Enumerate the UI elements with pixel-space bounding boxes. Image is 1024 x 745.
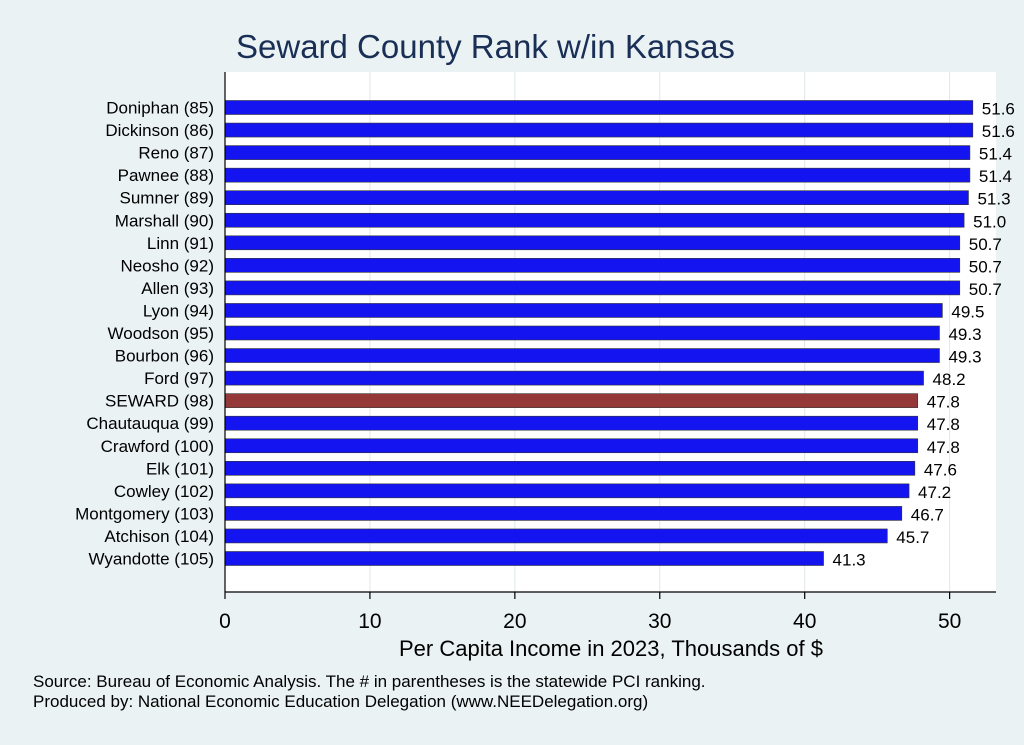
x-tick-label: 30 — [648, 610, 671, 633]
category-label: Crawford (100) — [101, 437, 214, 456]
category-label: SEWARD (98) — [105, 392, 214, 411]
bar — [224, 122, 974, 138]
category-label: Chautauqua (99) — [86, 414, 214, 433]
category-label: Bourbon (96) — [115, 347, 214, 366]
x-tick-label: 10 — [358, 610, 381, 633]
category-label: Dickinson (86) — [105, 121, 214, 140]
category-label: Reno (87) — [138, 144, 214, 163]
category-label: Sumner (89) — [120, 189, 214, 208]
value-label: 47.8 — [927, 415, 960, 434]
bar — [224, 100, 974, 115]
bar — [224, 280, 961, 296]
value-label: 51.4 — [979, 167, 1012, 186]
bar — [224, 506, 903, 521]
bar — [224, 167, 971, 183]
value-label: 51.0 — [973, 212, 1006, 231]
bar — [224, 303, 943, 318]
category-label: Atchison (104) — [104, 527, 214, 546]
x-tick-label: 40 — [793, 610, 816, 633]
value-label: 47.6 — [924, 460, 957, 479]
value-label: 51.3 — [977, 190, 1010, 209]
category-label: Ford (97) — [144, 369, 214, 388]
value-label: 49.5 — [951, 302, 984, 321]
x-axis-title: Per Capita Income in 2023, Thousands of … — [399, 636, 823, 661]
value-label: 41.3 — [833, 551, 866, 570]
bar — [224, 235, 961, 251]
value-label: 50.7 — [969, 280, 1002, 299]
value-label: 51.4 — [979, 145, 1012, 164]
bar — [224, 438, 919, 454]
value-label: 47.8 — [927, 438, 960, 457]
category-label: Linn (91) — [147, 234, 214, 253]
category-label: Montgomery (103) — [75, 504, 214, 523]
bar — [224, 370, 924, 386]
produced-by-note: Produced by: National Economic Education… — [33, 692, 649, 711]
bar — [224, 258, 961, 273]
value-label: 50.7 — [969, 235, 1002, 254]
category-label: Elk (101) — [146, 459, 214, 478]
bar — [224, 460, 916, 476]
bar — [224, 325, 940, 341]
category-label: Woodson (95) — [108, 324, 214, 343]
value-label: 51.6 — [982, 122, 1015, 141]
value-label: 49.3 — [948, 325, 981, 344]
bar — [224, 483, 910, 499]
value-label: 50.7 — [969, 257, 1002, 276]
value-label: 47.8 — [927, 393, 960, 412]
value-label: 48.2 — [933, 370, 966, 389]
category-label: Pawnee (88) — [118, 166, 214, 185]
value-label: 49.3 — [948, 348, 981, 367]
bar — [224, 551, 824, 566]
category-label: Marshall (90) — [115, 211, 214, 230]
source-note: Source: Bureau of Economic Analysis. The… — [33, 672, 706, 691]
category-label: Wyandotte (105) — [88, 550, 214, 569]
chart-title: Seward County Rank w/in Kansas — [236, 28, 735, 65]
category-label: Doniphan (85) — [106, 99, 214, 118]
value-label: 45.7 — [896, 528, 929, 547]
bar — [224, 415, 919, 431]
bar — [224, 348, 940, 363]
x-tick-label: 20 — [503, 610, 526, 633]
value-label: 51.6 — [982, 100, 1015, 119]
bar — [224, 212, 965, 228]
bar — [224, 145, 971, 160]
x-tick-label: 50 — [938, 610, 961, 633]
category-label: Neosho (92) — [120, 256, 214, 275]
value-label: 47.2 — [918, 483, 951, 502]
value-label: 46.7 — [911, 505, 944, 524]
x-tick-label: 0 — [219, 610, 231, 633]
category-label: Cowley (102) — [114, 482, 214, 501]
category-label: Lyon (94) — [143, 301, 214, 320]
bar — [224, 393, 919, 408]
bar — [224, 190, 969, 205]
category-label: Allen (93) — [141, 279, 214, 298]
bar — [224, 528, 888, 544]
